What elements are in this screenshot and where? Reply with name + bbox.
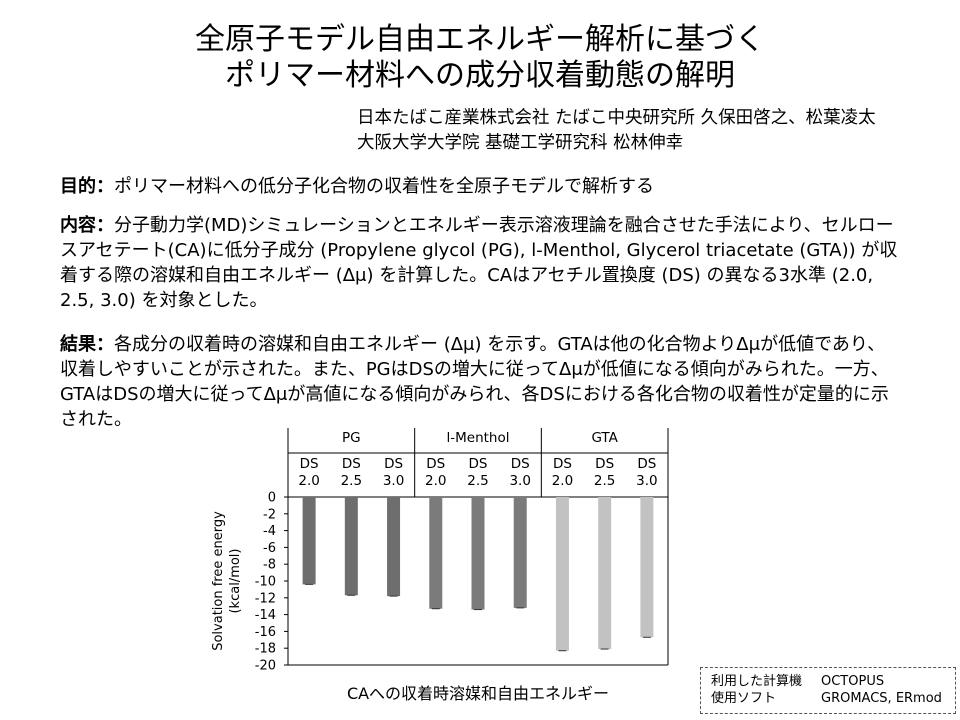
bar	[513, 497, 527, 608]
ds-prefix-label: DS	[300, 456, 319, 472]
content-paragraph: 内容：分子動力学(MD)シミュレーションとエネルギー表示溶液理論を融合させた手法…	[60, 213, 900, 313]
info-value-software: GROMACS, ERmod	[821, 691, 942, 706]
bar	[598, 497, 612, 650]
y-axis-label-line: (kcal/mol)	[228, 548, 243, 613]
bar	[302, 497, 316, 585]
y-tick-label: -4	[263, 524, 276, 539]
info-value-computer: OCTOPUS	[821, 674, 885, 689]
y-tick-label: -16	[255, 625, 276, 640]
ds-level-label: 2.5	[341, 473, 362, 489]
purpose-paragraph: 目的：ポリマー材料への低分子化合物の収着性を全原子モデルで解析する	[60, 174, 900, 199]
info-key-software: 使用ソフト	[711, 691, 777, 706]
ds-level-label: 3.0	[636, 473, 657, 489]
y-tick-label: -2	[263, 507, 276, 522]
affiliations: 日本たばこ産業株式会社 たばこ中央研究所 久保田啓之、松葉凌太 大阪大学大学院 …	[357, 106, 876, 156]
ds-level-label: 2.0	[552, 473, 573, 489]
result-text: 各成分の収着時の溶媒和自由エネルギー (Δμ) を示す。GTAは他の化合物よりΔ…	[60, 334, 889, 430]
y-tick-label: -20	[255, 659, 276, 674]
affiliation-2: 大阪大学大学院 基礎工学研究科 松林伸幸	[357, 133, 684, 153]
title-line-1: 全原子モデル自由エネルギー解析に基づく	[195, 22, 765, 57]
ds-prefix-label: DS	[384, 456, 403, 472]
solvation-energy-chart: PG DS 2.0 DS 2.5 DS 3.0 l-Menthol DS 2.0 DS 2.5 DS 3.…	[200, 420, 680, 720]
info-key-computer: 利用した計算機	[711, 674, 803, 689]
y-tick-label: -14	[255, 608, 276, 623]
ds-level-label: 2.5	[467, 473, 488, 489]
y-tick-label: -8	[263, 558, 276, 573]
y-tick-label: -6	[263, 541, 276, 556]
bar	[471, 497, 485, 610]
y-tick-label: 0	[268, 491, 276, 506]
info-row-computer: 利用した計算機 OCTOPUS	[711, 673, 955, 690]
group-label: l-Menthol	[447, 430, 510, 446]
ds-level-label: 2.0	[298, 473, 319, 489]
y-tick-label: -10	[255, 575, 276, 590]
bar	[640, 497, 654, 638]
bar	[555, 497, 569, 651]
bar	[429, 497, 443, 609]
ds-prefix-label: DS	[511, 456, 530, 472]
content-label: 内容：	[60, 215, 114, 236]
ds-prefix-label: DS	[426, 456, 445, 472]
info-row-software: 使用ソフト GROMACS, ERmod	[711, 690, 955, 707]
result-label: 結果：	[60, 334, 114, 355]
ds-level-label: 3.0	[383, 473, 404, 489]
purpose-text: ポリマー材料への低分子化合物の収着性を全原子モデルで解析する	[114, 176, 654, 197]
chart-x-caption: CAへの収着時溶媒和自由エネルギー	[346, 684, 610, 703]
ds-prefix-label: DS	[469, 456, 488, 472]
ds-prefix-label: DS	[595, 456, 614, 472]
affiliation-1: 日本たばこ産業株式会社 たばこ中央研究所 久保田啓之、松葉凌太	[357, 108, 876, 128]
y-tick-label: -12	[255, 591, 276, 606]
ds-prefix-label: DS	[342, 456, 361, 472]
title-line-2: ポリマー材料への成分収着動態の解明	[225, 58, 735, 93]
result-paragraph: 結果：各成分の収着時の溶媒和自由エネルギー (Δμ) を示す。GTAは他の化合物…	[60, 332, 900, 432]
computing-info-box: 利用した計算機 OCTOPUS 使用ソフト GROMACS, ERmod	[700, 667, 956, 714]
poster-title: 全原子モデル自由エネルギー解析に基づく ポリマー材料への成分収着動態の解明	[0, 22, 960, 94]
content-text: 分子動力学(MD)シミュレーションとエネルギー表示溶液理論を融合させた手法により…	[60, 215, 898, 311]
ds-prefix-label: DS	[637, 456, 656, 472]
ds-level-label: 2.0	[425, 473, 446, 489]
ds-level-label: 3.0	[509, 473, 530, 489]
y-tick-label: -18	[255, 642, 276, 657]
group-label: PG	[342, 430, 361, 446]
chart-svg: PGDS2.0DS2.5DS3.0l-MentholDS2.0DS2.5DS3.…	[211, 428, 669, 674]
ds-prefix-label: DS	[553, 456, 572, 472]
bar	[344, 497, 358, 596]
group-label: GTA	[591, 430, 618, 446]
ds-level-label: 2.5	[594, 473, 615, 489]
y-axis-label-line: Solvation free energy	[211, 511, 226, 651]
purpose-label: 目的：	[60, 176, 114, 197]
bar	[387, 497, 401, 597]
